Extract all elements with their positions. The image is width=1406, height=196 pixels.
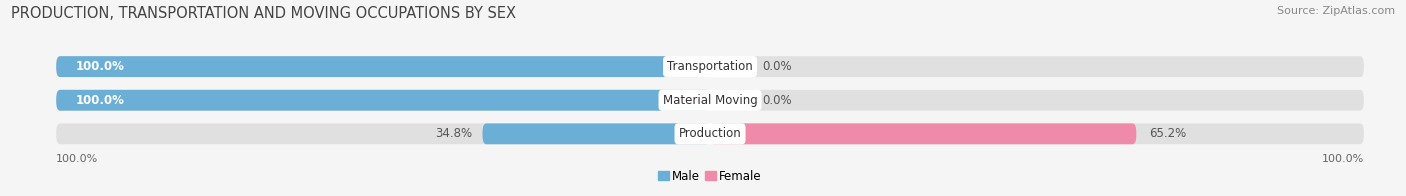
Text: Material Moving: Material Moving [662,94,758,107]
Text: PRODUCTION, TRANSPORTATION AND MOVING OCCUPATIONS BY SEX: PRODUCTION, TRANSPORTATION AND MOVING OC… [11,6,516,21]
Text: 34.8%: 34.8% [434,127,472,140]
FancyBboxPatch shape [56,123,1364,144]
Text: 0.0%: 0.0% [762,60,792,73]
Text: Production: Production [679,127,741,140]
Text: 65.2%: 65.2% [1149,127,1187,140]
FancyBboxPatch shape [482,123,710,144]
FancyBboxPatch shape [56,90,710,111]
Text: Transportation: Transportation [668,60,752,73]
Text: 100.0%: 100.0% [56,154,98,164]
FancyBboxPatch shape [710,123,1136,144]
Text: 0.0%: 0.0% [762,94,792,107]
Text: 100.0%: 100.0% [76,94,125,107]
Legend: Male, Female: Male, Female [654,165,766,188]
Text: 100.0%: 100.0% [76,60,125,73]
FancyBboxPatch shape [56,90,1364,111]
Text: 100.0%: 100.0% [1322,154,1364,164]
Text: Source: ZipAtlas.com: Source: ZipAtlas.com [1277,6,1395,16]
FancyBboxPatch shape [56,56,710,77]
FancyBboxPatch shape [56,56,1364,77]
